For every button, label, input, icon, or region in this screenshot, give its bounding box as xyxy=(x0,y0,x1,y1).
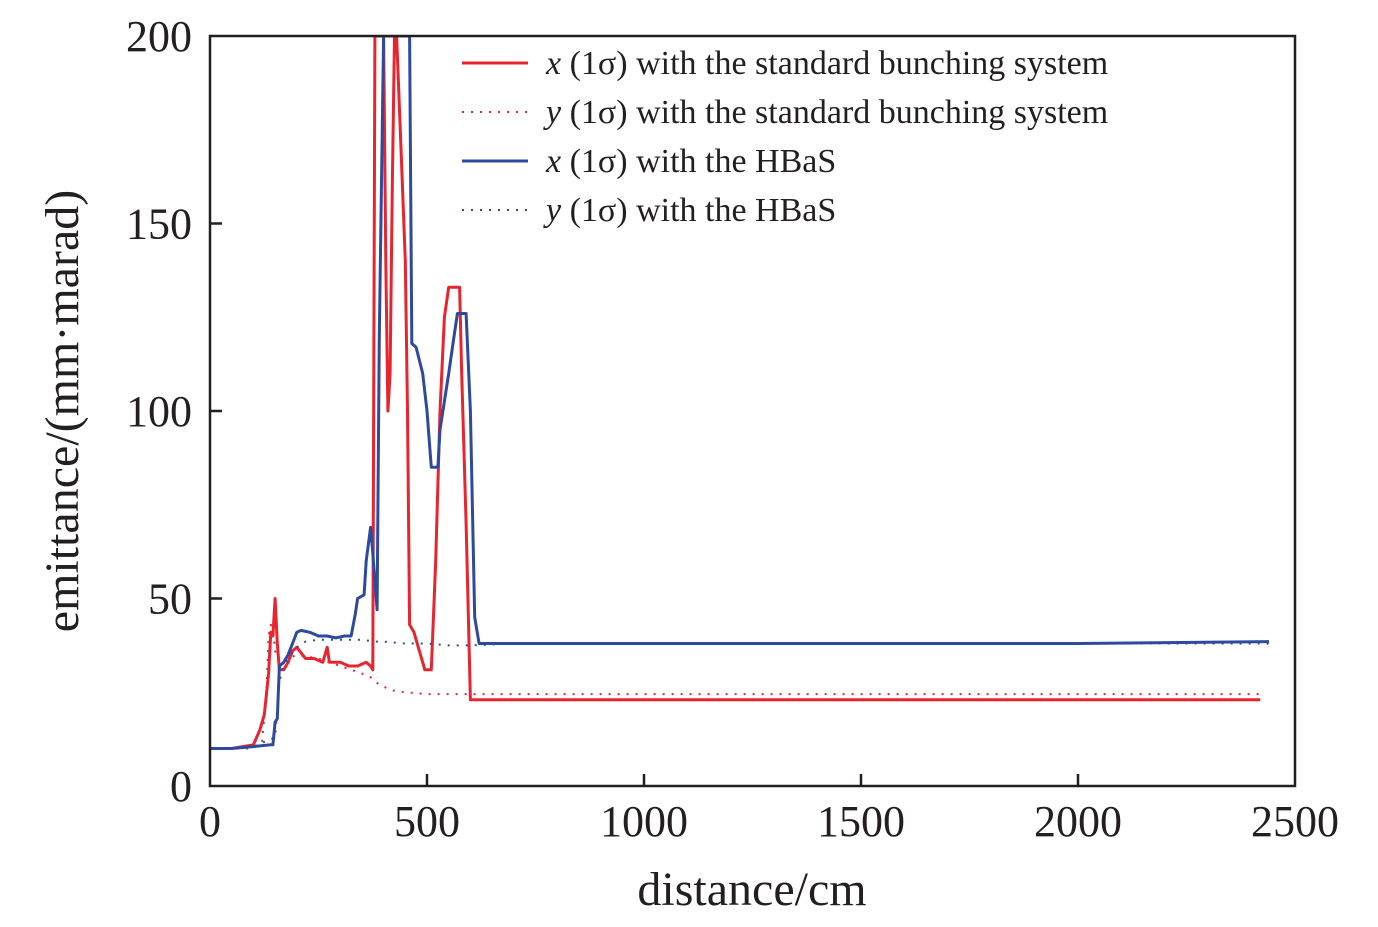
series-layer xyxy=(210,36,1270,750)
y-tick-label: 150 xyxy=(126,200,192,249)
ticks-layer: 0 500 1000 1500 2000 2500 0 50 100 150 200 xyxy=(126,12,1339,846)
y-tick-label: 200 xyxy=(126,12,192,61)
x-tick-label: 500 xyxy=(394,797,460,846)
x-tick-label: 0 xyxy=(199,797,221,846)
x-tick-label: 1000 xyxy=(600,797,688,846)
legend-label-2: y (1σ) with the standard bunching system xyxy=(543,94,1108,131)
y-tick-label: 100 xyxy=(126,387,192,436)
series-line-4 xyxy=(210,638,1269,750)
x-axis-title: distance/cm xyxy=(637,863,866,916)
y-axis-title: emittance/(mm·marad) xyxy=(36,190,89,632)
x-tick-label: 2000 xyxy=(1034,797,1122,846)
y-tick-label: 50 xyxy=(148,575,192,624)
series-line-3 xyxy=(210,36,1270,750)
series-line-1 xyxy=(210,36,1261,750)
legend-label-4: y (1σ) with the HBaS xyxy=(543,192,836,229)
x-tick-label: 2500 xyxy=(1251,797,1339,846)
y-tick-label: 0 xyxy=(170,762,192,811)
x-tick-label: 1500 xyxy=(817,797,905,846)
legend-label-1: x (1σ) with the standard bunching system xyxy=(545,45,1108,82)
legend-label-3: x (1σ) with the HBaS xyxy=(545,143,836,180)
legend: x (1σ) with the standard bunching system… xyxy=(462,45,1108,229)
